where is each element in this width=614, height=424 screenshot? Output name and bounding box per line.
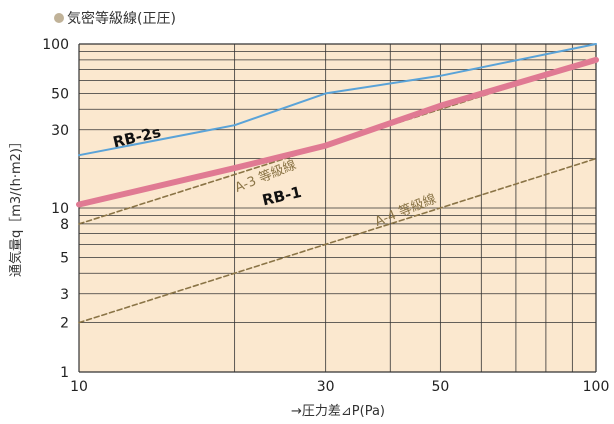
y-tick-label: 50 — [51, 86, 69, 102]
x-tick-label: 100 — [583, 379, 610, 395]
y-tick-label: 1 — [60, 365, 69, 381]
y-tick-label: 5 — [60, 250, 69, 266]
y-tick-label: 100 — [42, 37, 69, 53]
x-axis-label: →圧力差⊿P(Pa) — [291, 404, 385, 419]
series-line-rb-2s — [78, 43, 597, 157]
chart-title-text: 気密等級線(正圧) — [67, 11, 176, 27]
y-tick-label: 30 — [51, 123, 69, 139]
x-tick-label: 50 — [431, 379, 449, 395]
title-bullet-icon — [54, 13, 64, 23]
x-tick-label: 10 — [70, 379, 88, 395]
series-line-a-4 — [78, 157, 597, 324]
series-line-rb-1 — [76, 56, 599, 208]
chart-labels: →圧力差⊿P(Pa) 通気量q［m3/(h·m2)］ — [8, 135, 385, 419]
y-tick-label: 2 — [60, 316, 69, 332]
x-tick-label: 30 — [317, 379, 335, 395]
y-tick-label: 8 — [60, 217, 69, 233]
y-axis-label: 通気量q［m3/(h·m2)］ — [8, 135, 24, 277]
chart-title: 気密等級線(正圧) — [54, 8, 176, 28]
y-tick-label: 10 — [51, 201, 69, 217]
y-tick-label: 3 — [60, 287, 69, 303]
